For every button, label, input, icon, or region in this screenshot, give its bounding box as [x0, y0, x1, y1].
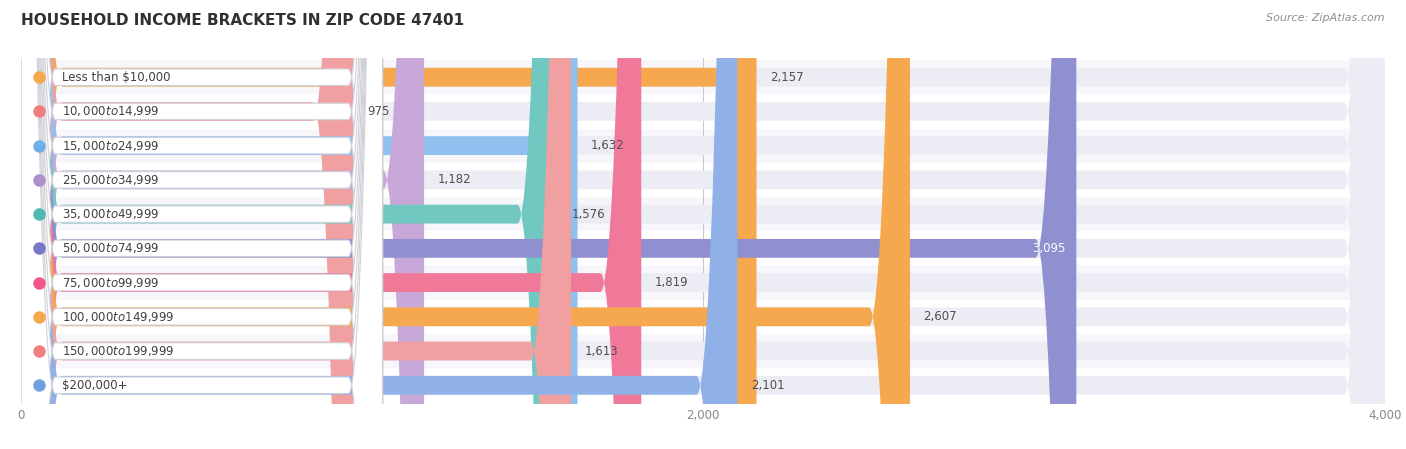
FancyBboxPatch shape	[21, 0, 382, 449]
FancyBboxPatch shape	[21, 0, 1385, 449]
FancyBboxPatch shape	[21, 0, 1385, 449]
FancyBboxPatch shape	[21, 0, 641, 449]
FancyBboxPatch shape	[21, 0, 756, 449]
Text: $25,000 to $34,999: $25,000 to $34,999	[62, 173, 159, 187]
FancyBboxPatch shape	[20, 231, 1386, 265]
FancyBboxPatch shape	[21, 0, 571, 449]
FancyBboxPatch shape	[20, 368, 1386, 402]
FancyBboxPatch shape	[21, 0, 382, 449]
FancyBboxPatch shape	[21, 0, 382, 449]
FancyBboxPatch shape	[21, 0, 382, 449]
FancyBboxPatch shape	[21, 0, 1385, 449]
FancyBboxPatch shape	[21, 0, 737, 449]
FancyBboxPatch shape	[21, 0, 1385, 449]
FancyBboxPatch shape	[20, 94, 1386, 128]
FancyBboxPatch shape	[20, 299, 1386, 334]
Text: Less than $10,000: Less than $10,000	[62, 70, 170, 84]
FancyBboxPatch shape	[20, 128, 1386, 163]
Text: 2,157: 2,157	[770, 70, 804, 84]
FancyBboxPatch shape	[21, 0, 353, 449]
FancyBboxPatch shape	[21, 0, 382, 449]
Text: 1,613: 1,613	[585, 344, 619, 357]
FancyBboxPatch shape	[21, 0, 425, 449]
FancyBboxPatch shape	[21, 0, 910, 449]
FancyBboxPatch shape	[20, 334, 1386, 368]
Text: $15,000 to $24,999: $15,000 to $24,999	[62, 139, 159, 153]
FancyBboxPatch shape	[21, 0, 1077, 449]
FancyBboxPatch shape	[21, 0, 1385, 449]
FancyBboxPatch shape	[21, 0, 578, 449]
Text: 1,632: 1,632	[591, 139, 624, 152]
Text: HOUSEHOLD INCOME BRACKETS IN ZIP CODE 47401: HOUSEHOLD INCOME BRACKETS IN ZIP CODE 47…	[21, 13, 464, 28]
FancyBboxPatch shape	[20, 163, 1386, 197]
FancyBboxPatch shape	[20, 197, 1386, 231]
FancyBboxPatch shape	[21, 0, 1385, 449]
Text: $50,000 to $74,999: $50,000 to $74,999	[62, 242, 159, 255]
FancyBboxPatch shape	[21, 0, 1385, 449]
Text: 3,095: 3,095	[1032, 242, 1066, 255]
FancyBboxPatch shape	[21, 0, 1385, 449]
Text: 1,819: 1,819	[655, 276, 689, 289]
Text: 975: 975	[367, 105, 389, 118]
FancyBboxPatch shape	[21, 0, 382, 449]
Text: $35,000 to $49,999: $35,000 to $49,999	[62, 207, 159, 221]
FancyBboxPatch shape	[21, 0, 558, 449]
FancyBboxPatch shape	[21, 0, 382, 449]
FancyBboxPatch shape	[21, 0, 382, 449]
FancyBboxPatch shape	[21, 0, 382, 449]
FancyBboxPatch shape	[21, 0, 1385, 449]
FancyBboxPatch shape	[20, 265, 1386, 299]
Text: $10,000 to $14,999: $10,000 to $14,999	[62, 105, 159, 119]
FancyBboxPatch shape	[21, 0, 382, 449]
Text: 1,182: 1,182	[437, 173, 471, 186]
Text: $150,000 to $199,999: $150,000 to $199,999	[62, 344, 174, 358]
Text: $75,000 to $99,999: $75,000 to $99,999	[62, 276, 159, 290]
Text: Source: ZipAtlas.com: Source: ZipAtlas.com	[1267, 13, 1385, 23]
Text: 2,101: 2,101	[751, 379, 785, 392]
Text: 1,576: 1,576	[572, 207, 606, 220]
FancyBboxPatch shape	[21, 0, 1385, 449]
Text: $100,000 to $149,999: $100,000 to $149,999	[62, 310, 174, 324]
Text: 2,607: 2,607	[924, 310, 957, 323]
Text: $200,000+: $200,000+	[62, 379, 128, 392]
FancyBboxPatch shape	[20, 60, 1386, 94]
